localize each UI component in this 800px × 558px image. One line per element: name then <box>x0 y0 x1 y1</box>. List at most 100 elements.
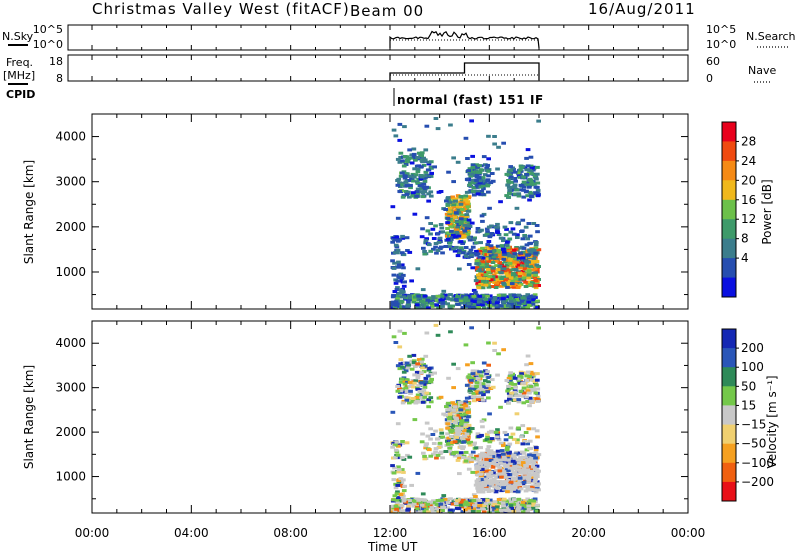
data-cell <box>417 306 423 310</box>
data-cell <box>445 237 451 241</box>
colorbar-segment <box>722 367 736 387</box>
data-cell <box>454 410 460 414</box>
data-cell <box>534 263 540 267</box>
y-tick-label: 3000 <box>55 175 86 189</box>
data-cell <box>470 361 475 365</box>
data-cell <box>421 246 426 250</box>
data-cell <box>445 302 450 306</box>
data-cell <box>464 177 470 181</box>
data-cell <box>480 303 485 307</box>
data-cell <box>490 261 496 264</box>
data-cell <box>517 254 523 258</box>
data-cell <box>444 199 449 203</box>
data-cell <box>535 503 540 507</box>
data-cell <box>480 176 486 180</box>
data-cell <box>425 229 431 233</box>
power-colorbar-label: Power [dB] <box>760 179 774 244</box>
data-cell <box>409 161 415 165</box>
data-cell <box>469 458 474 462</box>
data-cell <box>511 266 516 270</box>
data-cell <box>424 421 430 425</box>
data-cell <box>495 230 500 234</box>
data-cell <box>418 498 424 502</box>
data-cell <box>407 294 412 298</box>
data-cell <box>471 168 477 172</box>
data-cell <box>501 250 507 254</box>
data-cell <box>521 306 526 310</box>
data-cell <box>426 405 431 409</box>
data-cell <box>445 401 451 405</box>
data-cell <box>485 448 491 452</box>
data-cell <box>494 486 500 490</box>
data-cell <box>505 456 510 460</box>
data-cell <box>510 227 516 231</box>
data-cell <box>516 505 522 509</box>
data-cell <box>517 272 523 276</box>
data-cell <box>400 251 405 255</box>
data-cell <box>491 506 496 510</box>
data-cell <box>520 258 526 262</box>
data-cell <box>475 170 481 174</box>
data-cell <box>484 457 489 461</box>
data-cell <box>397 189 403 193</box>
data-cell <box>407 174 413 178</box>
data-cell <box>418 293 424 297</box>
data-cell <box>501 257 507 261</box>
data-cell <box>398 183 404 187</box>
data-cell <box>440 509 445 512</box>
data-cell <box>525 148 531 152</box>
data-cell <box>488 254 494 258</box>
data-cell <box>487 498 493 502</box>
nsky-tick-bottom: 10^0 <box>33 38 63 51</box>
data-cell <box>393 455 398 459</box>
data-cell <box>461 235 466 239</box>
data-cell <box>521 195 527 199</box>
data-cell <box>477 472 483 476</box>
data-cell <box>499 284 504 288</box>
data-cell <box>502 430 508 434</box>
data-cell <box>444 418 450 422</box>
data-cell <box>486 503 491 507</box>
data-cell <box>427 243 432 247</box>
data-cell <box>395 286 400 290</box>
data-cell <box>464 226 470 230</box>
plot-title: Christmas Valley West (fitACF) <box>92 0 350 18</box>
data-cell <box>470 470 476 474</box>
data-cell <box>466 423 472 427</box>
data-cell <box>393 504 399 508</box>
data-cell <box>521 185 527 189</box>
data-cell <box>467 167 473 171</box>
data-cell <box>422 190 428 193</box>
data-cell <box>471 456 476 460</box>
data-cell <box>484 438 490 441</box>
data-cell <box>495 167 500 171</box>
data-cell <box>406 363 411 367</box>
data-cell <box>423 174 428 178</box>
data-cell <box>392 494 398 498</box>
data-cell <box>462 223 467 227</box>
data-cell <box>491 477 497 481</box>
data-cell <box>434 456 439 460</box>
data-cell <box>422 395 428 399</box>
data-cell <box>411 397 416 400</box>
data-cell <box>480 425 485 429</box>
data-cell <box>390 410 396 414</box>
data-cell <box>465 200 471 204</box>
data-cell <box>512 293 517 297</box>
data-cell <box>396 263 402 267</box>
data-cell <box>529 505 535 508</box>
data-cell <box>471 303 476 307</box>
data-cell <box>401 478 406 482</box>
data-cell <box>491 273 497 277</box>
data-cell <box>436 510 442 514</box>
data-cell <box>454 450 459 454</box>
data-cell <box>522 234 528 238</box>
data-cell <box>525 183 531 187</box>
data-cell <box>505 282 511 285</box>
freq-trace <box>389 62 540 80</box>
data-cell <box>506 488 512 492</box>
data-cell <box>508 230 514 234</box>
data-cell <box>466 506 472 510</box>
data-cell <box>396 444 401 448</box>
data-cell <box>465 363 470 367</box>
